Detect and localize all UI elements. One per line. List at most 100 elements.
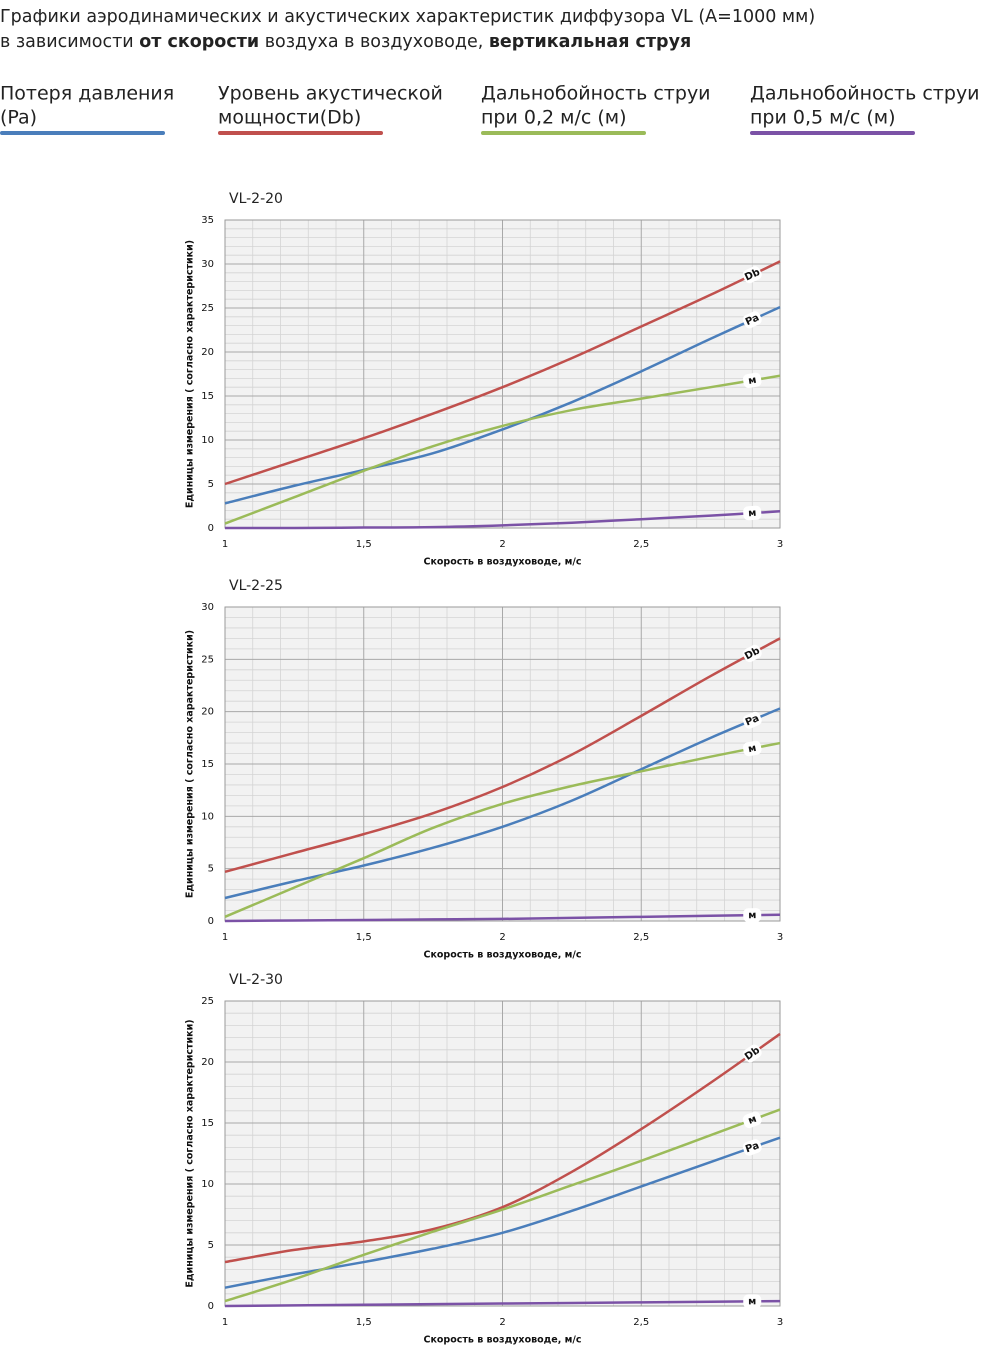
series-line xyxy=(224,913,781,923)
series-line xyxy=(224,510,781,530)
y-tick-label: 0 xyxy=(208,916,214,927)
curve-label-text: Pa xyxy=(744,1140,761,1155)
x-tick-label: 2,5 xyxy=(633,1317,649,1328)
legend-label: Потеря давления xyxy=(0,83,174,105)
curve-label-text: м xyxy=(747,375,757,387)
plot-border xyxy=(224,219,781,529)
x-axis-label: Скорость в воздуховоде, м/с xyxy=(423,1335,581,1346)
x-tick-label: 2 xyxy=(499,1317,505,1328)
legend-label: Дальнобойность струи xyxy=(481,83,711,105)
curve-label: Pa xyxy=(742,711,762,729)
curve-label: Pa xyxy=(742,1139,762,1156)
curve-label: м xyxy=(743,908,762,923)
curve-label-bg xyxy=(742,644,762,663)
curve-label: Db xyxy=(742,1044,762,1063)
x-tick-label: 2,5 xyxy=(633,539,649,550)
curve-label: Db xyxy=(742,266,762,284)
curve-label-bg xyxy=(743,1294,762,1309)
y-tick-label: 20 xyxy=(201,1057,214,1068)
y-tick-label: 25 xyxy=(201,303,214,314)
curve-label-bg xyxy=(742,1111,762,1129)
x-tick-label: 3 xyxy=(777,539,783,550)
plot-border xyxy=(224,606,781,922)
series-line xyxy=(224,305,781,505)
curve-label-bg xyxy=(743,908,762,923)
curve-label-bg xyxy=(742,711,762,729)
y-tick-label: 25 xyxy=(201,996,214,1007)
x-tick-label: 1 xyxy=(222,1317,228,1328)
x-tick-label: 2 xyxy=(499,539,505,550)
curve-label-bg xyxy=(742,311,762,329)
y-tick-label: 0 xyxy=(208,523,214,534)
curve-label: м xyxy=(742,372,762,388)
chart-title: VL-2-20 xyxy=(229,191,283,207)
curve-label-bg xyxy=(742,740,762,757)
series-line xyxy=(224,1299,781,1308)
curve-label-text: Pa xyxy=(744,713,761,729)
series-line xyxy=(224,637,781,874)
curve-label: Pa xyxy=(742,311,762,329)
y-tick-label: 5 xyxy=(208,864,214,875)
chart-title: VL-2-25 xyxy=(229,578,283,594)
curve-label-text: м xyxy=(747,743,757,755)
legend-label: мощности(Db) xyxy=(218,107,361,129)
y-tick-label: 20 xyxy=(201,347,214,358)
y-tick-label: 30 xyxy=(201,602,214,613)
y-tick-label: 15 xyxy=(201,1118,214,1129)
plot-border xyxy=(224,1000,781,1307)
series-line xyxy=(224,1136,781,1289)
y-tick-label: 15 xyxy=(201,759,214,770)
header-segment: от скорости xyxy=(139,32,259,52)
curve-label-bg xyxy=(742,372,762,388)
series-line xyxy=(224,707,781,900)
series-line xyxy=(224,1032,781,1264)
series-line xyxy=(224,741,781,918)
header-segment: вертикальная струя xyxy=(489,32,691,52)
x-tick-label: 3 xyxy=(777,1317,783,1328)
x-tick-label: 1 xyxy=(222,539,228,550)
y-tick-label: 5 xyxy=(208,1240,214,1251)
y-axis-label: Единицы измерения ( согласно характерист… xyxy=(185,240,196,508)
x-tick-label: 1,5 xyxy=(356,539,372,550)
curve-label-text: м xyxy=(747,1114,758,1127)
x-tick-label: 1,5 xyxy=(356,1317,372,1328)
series-line xyxy=(224,1108,781,1303)
curve-label: м xyxy=(743,505,762,521)
curve-label-bg xyxy=(742,266,762,284)
series-line xyxy=(224,260,781,486)
curve-label-text: Pa xyxy=(744,312,761,328)
y-tick-label: 35 xyxy=(201,215,214,226)
legend-label: Дальнобойность струи xyxy=(750,83,980,105)
legend-label: (Pa) xyxy=(0,107,37,129)
legend-label: при 0,2 м/с (м) xyxy=(481,107,627,129)
x-axis-label: Скорость в воздуховоде, м/с xyxy=(423,950,581,961)
header-segment: в зависимости xyxy=(0,32,139,52)
y-tick-label: 10 xyxy=(201,811,214,822)
header-segment: воздуха в воздуховоде, xyxy=(259,32,489,52)
curve-label: м xyxy=(743,1294,762,1309)
curve-label-text: м xyxy=(748,1296,756,1307)
y-tick-label: 20 xyxy=(201,707,214,718)
curve-label: Db xyxy=(742,644,762,663)
curve-label-bg xyxy=(742,1044,762,1063)
legend-label: при 0,5 м/с (м) xyxy=(750,107,896,129)
y-tick-label: 10 xyxy=(201,435,214,446)
x-tick-label: 1 xyxy=(222,932,228,943)
curve-label-bg xyxy=(742,1139,762,1156)
x-axis-label: Скорость в воздуховоде, м/с xyxy=(423,557,581,568)
curve-label: м xyxy=(742,740,762,757)
y-tick-label: 25 xyxy=(201,654,214,665)
y-axis-label: Единицы измерения ( согласно характерист… xyxy=(185,630,196,898)
x-tick-label: 3 xyxy=(777,932,783,943)
x-tick-label: 1,5 xyxy=(356,932,372,943)
y-tick-label: 0 xyxy=(208,1301,214,1312)
series-line xyxy=(224,374,781,525)
header-line-2: в зависимости от скорости воздуха в возд… xyxy=(0,32,691,52)
y-tick-label: 15 xyxy=(201,391,214,402)
chart-title: VL-2-30 xyxy=(229,972,283,988)
x-tick-label: 2,5 xyxy=(633,932,649,943)
curve-label-bg xyxy=(743,505,762,521)
y-tick-label: 30 xyxy=(201,259,214,270)
